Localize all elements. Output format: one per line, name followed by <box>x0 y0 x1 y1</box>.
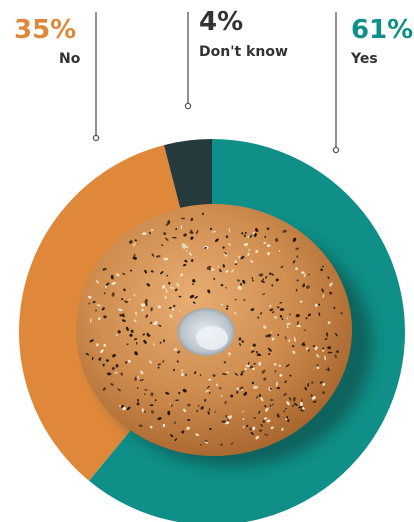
leader-dot-don-t-know <box>184 102 192 110</box>
value-label-yes: 61% <box>351 15 413 45</box>
leader-dot-no <box>92 134 100 142</box>
category-label-no: No <box>59 51 81 67</box>
leader-lines <box>92 12 340 154</box>
category-label-yes: Yes <box>350 51 378 67</box>
callout-labels: 61% Yes 35% No 4% Don't know <box>14 7 413 67</box>
value-label-don-t-know: 4% <box>199 7 243 37</box>
category-label-don-t-know: Don't know <box>199 44 288 60</box>
leader-dot-yes <box>332 146 340 154</box>
value-label-no: 35% <box>14 15 76 45</box>
bagel-image <box>76 204 372 467</box>
bagel-seeds <box>85 212 343 446</box>
